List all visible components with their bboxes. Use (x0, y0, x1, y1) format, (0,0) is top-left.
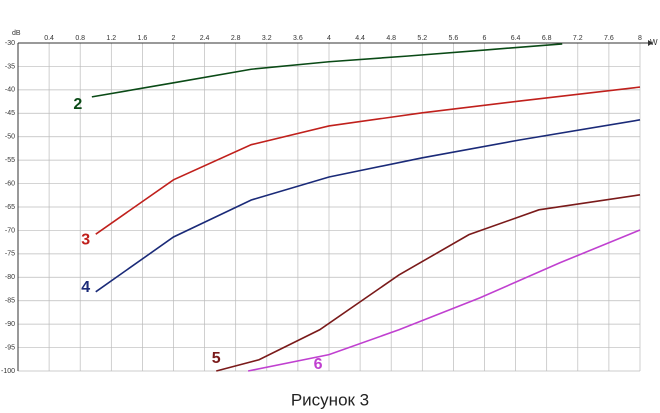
series-line (95, 119, 641, 293)
x-tick-label: 7.6 (604, 35, 614, 42)
series-line (247, 229, 641, 372)
series-label: 6 (314, 356, 323, 373)
series-label: 2 (73, 96, 82, 113)
x-tick-label: 0.4 (44, 35, 54, 42)
y-tick-label: -45 (5, 110, 15, 117)
series-label: 4 (81, 279, 90, 296)
x-tick-label: 3.2 (262, 35, 272, 42)
y-tick-label: -90 (5, 321, 15, 328)
x-tick-label: 6 (483, 35, 487, 42)
series-line (91, 43, 563, 98)
caption: Рисунок 3 (291, 390, 369, 409)
x-tick-label: 1.2 (106, 35, 116, 42)
y-tick-label: -70 (5, 227, 15, 234)
y-axis-label: dB (12, 30, 21, 37)
y-tick-label: -40 (5, 87, 15, 94)
y-tick-label: -30 (5, 40, 15, 47)
y-tick-label: -75 (5, 251, 15, 258)
x-tick-label: 5.2 (417, 35, 427, 42)
x-tick-label: 4 (327, 35, 331, 42)
y-tick-label: -55 (5, 157, 15, 164)
y-tick-label: -60 (5, 180, 15, 187)
x-tick-label: 3.6 (293, 35, 303, 42)
x-tick-label: 6.4 (511, 35, 521, 42)
series-label: 5 (212, 350, 221, 367)
x-tick-label: 6.8 (542, 35, 552, 42)
x-tick-label: 4.8 (386, 35, 396, 42)
x-tick-label: 8 (638, 35, 642, 42)
y-tick-label: -35 (5, 63, 15, 70)
x-axis-label: W (650, 38, 658, 47)
x-tick-label: 2.4 (200, 35, 210, 42)
y-tick-label: -85 (5, 298, 15, 305)
series-label: 3 (81, 231, 90, 248)
series-line (95, 86, 641, 235)
x-tick-label: 2.8 (231, 35, 241, 42)
x-tick-label: 7.2 (573, 35, 583, 42)
y-tick-label: -50 (5, 134, 15, 141)
y-tick-label: -100 (1, 368, 15, 375)
x-axis-arrow (648, 40, 653, 46)
x-tick-label: 4.4 (355, 35, 365, 42)
y-tick-label: -65 (5, 204, 15, 211)
y-tick-label: -80 (5, 274, 15, 281)
y-tick-label: -95 (5, 344, 15, 351)
series-line (216, 194, 641, 372)
x-tick-label: 2 (172, 35, 176, 42)
x-tick-label: 0.8 (75, 35, 85, 42)
x-tick-label: 5.6 (449, 35, 459, 42)
x-tick-label: 1.6 (138, 35, 148, 42)
